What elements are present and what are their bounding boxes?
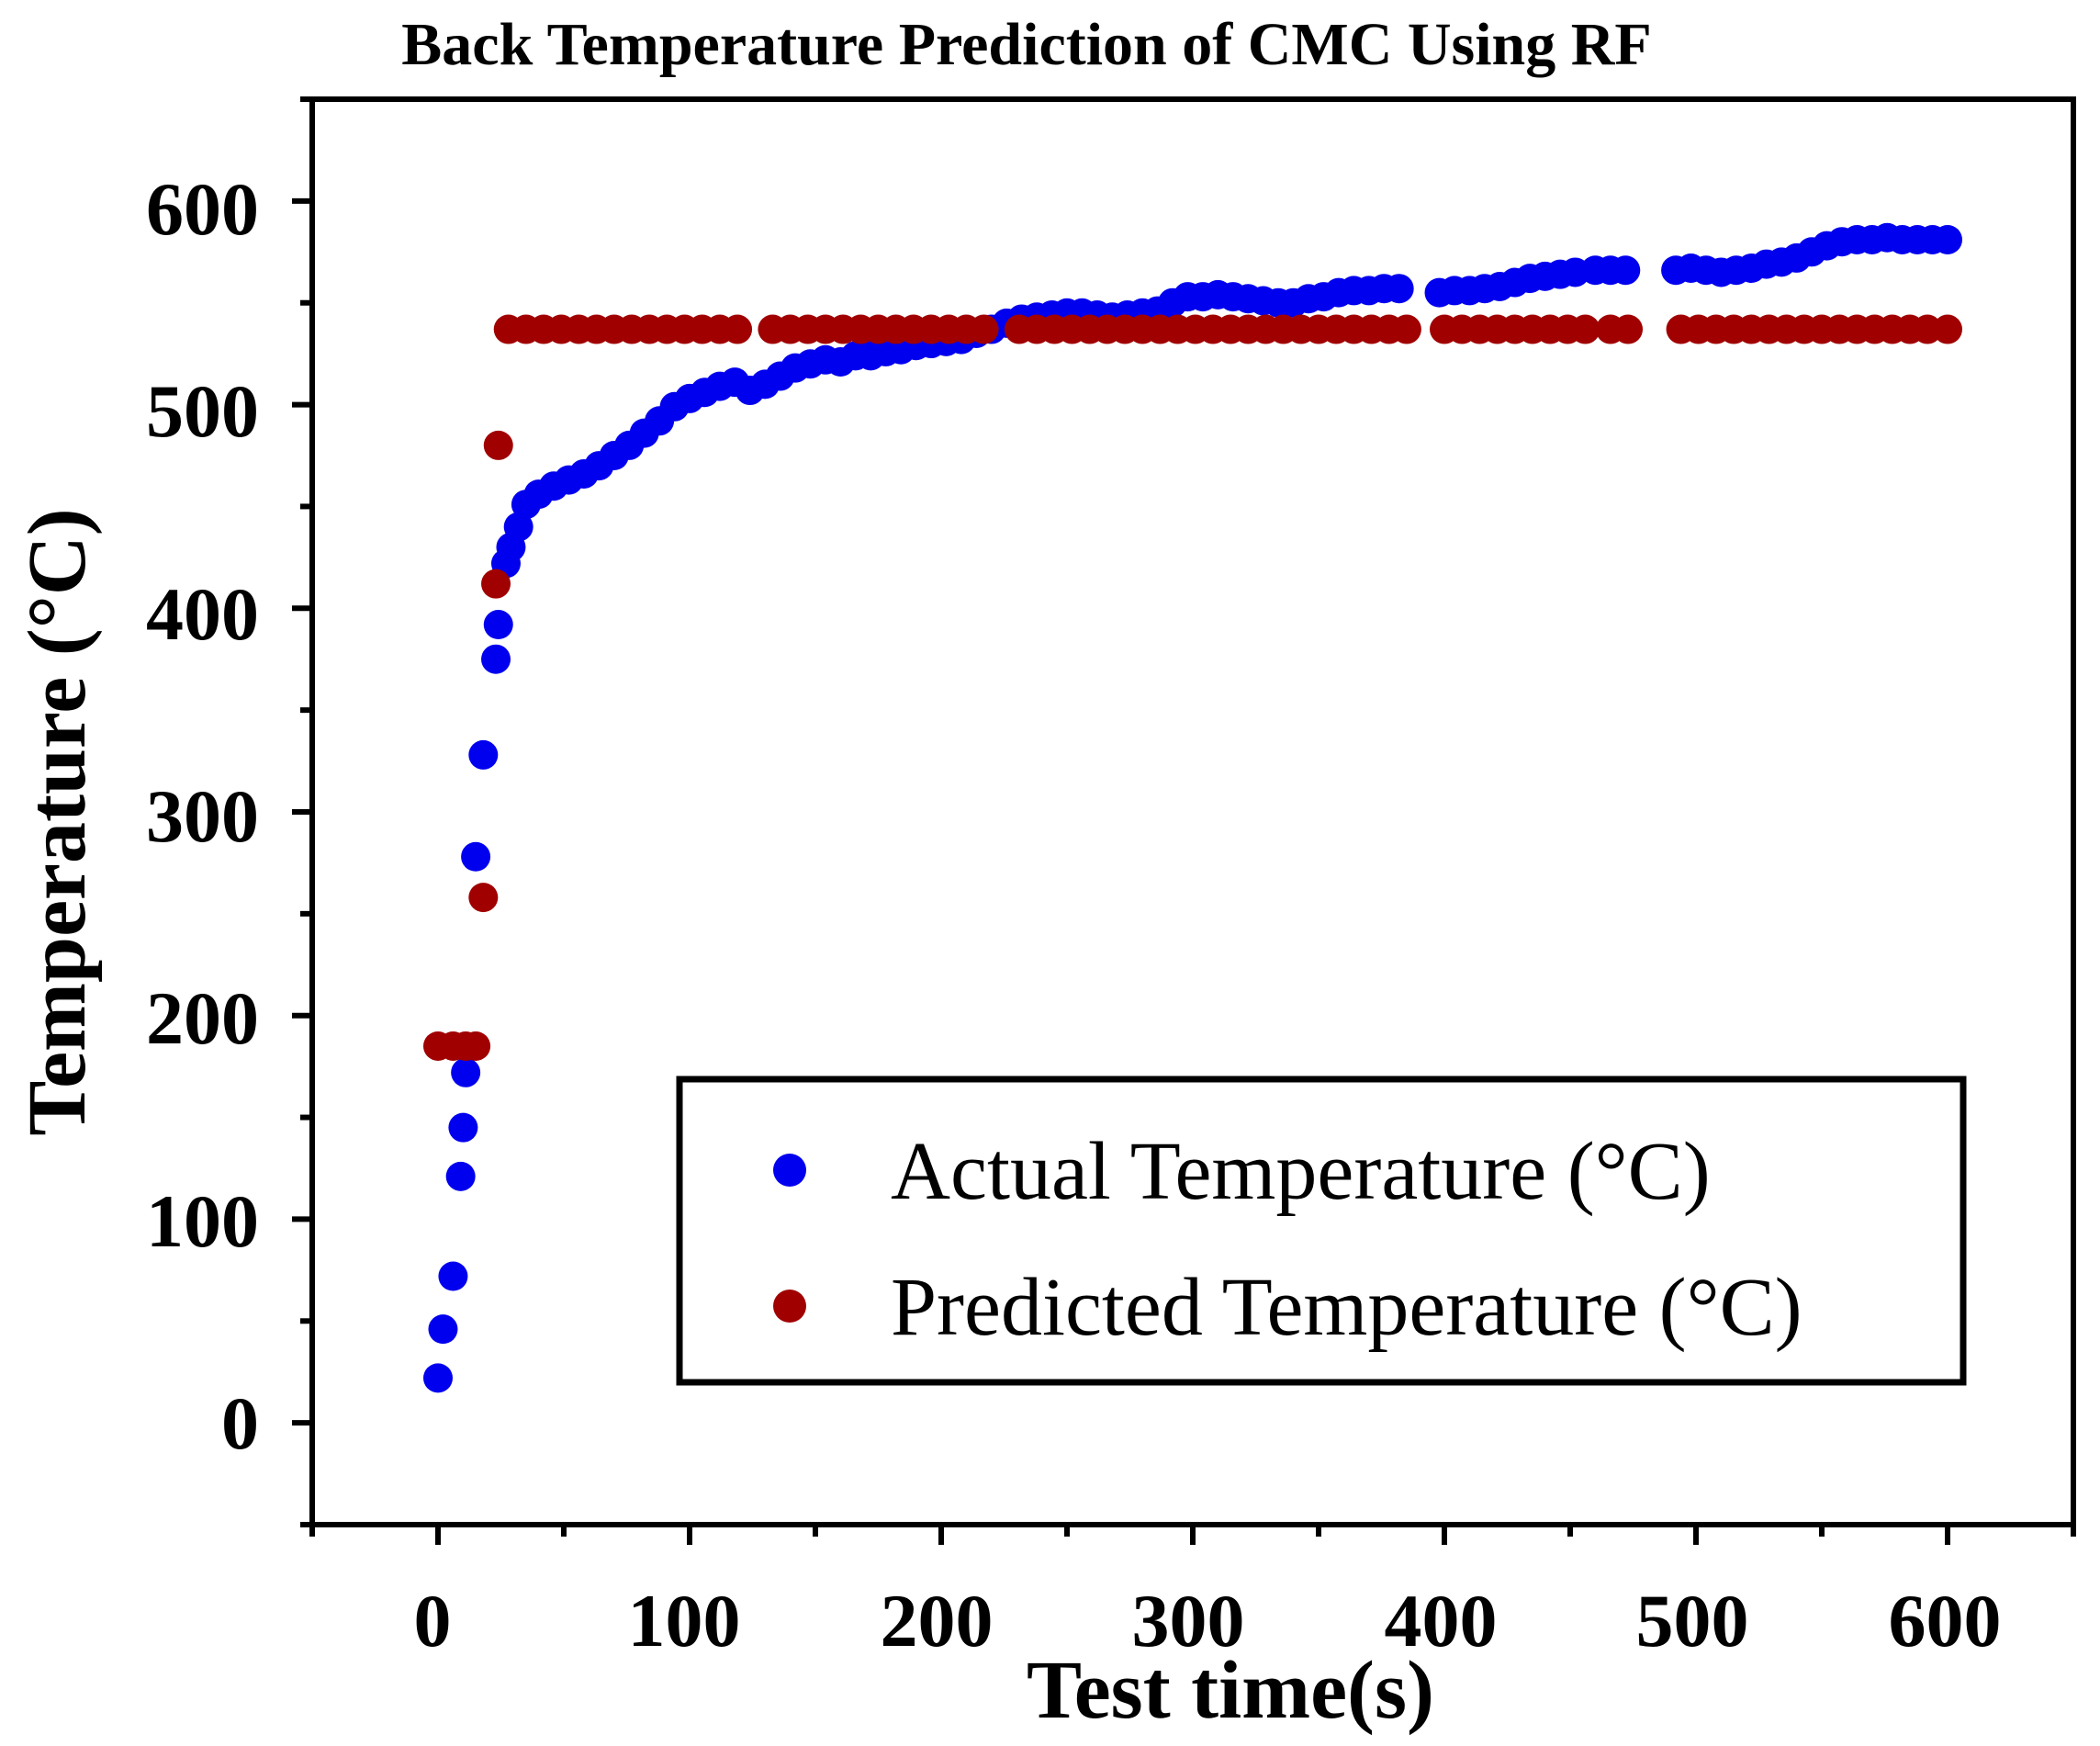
predicted-point	[481, 569, 511, 599]
actual-point	[428, 1314, 458, 1345]
predicted-point	[483, 430, 513, 460]
legend: Actual Temperature (°C) Predicted Temper…	[676, 1076, 1967, 1386]
x-tick-label-200: 200	[881, 1579, 994, 1662]
x-tick-label-600: 600	[1889, 1579, 2002, 1662]
predicted-point	[1933, 314, 1962, 344]
x-tick-label-500: 500	[1636, 1579, 1749, 1662]
actual-point	[1933, 224, 1962, 254]
predicted-point	[1613, 314, 1644, 344]
actual-point	[1384, 274, 1414, 304]
legend-marker-predicted	[773, 1290, 806, 1323]
predicted-point	[1570, 314, 1600, 344]
chart-title: Back Temperature Prediction of CMC Using…	[401, 11, 1651, 78]
legend-box	[676, 1076, 1967, 1386]
y-tick-label-0: 0	[221, 1381, 259, 1465]
predicted-point	[1913, 314, 1943, 344]
x-axis-title: Test time(s)	[1027, 1645, 1434, 1736]
y-tick-label-500: 500	[146, 369, 259, 453]
y-axis-title: Temperature (°C)	[12, 508, 103, 1135]
legend-label-actual: Actual Temperature (°C)	[891, 1126, 1711, 1217]
predicted-point	[461, 1031, 491, 1061]
x-tick-label-400: 400	[1385, 1579, 1498, 1662]
series-predicted	[423, 314, 1962, 1061]
x-tick-label-300: 300	[1132, 1579, 1245, 1662]
legend-marker-actual	[773, 1154, 806, 1187]
y-axis-ticks	[292, 96, 312, 1527]
actual-point	[461, 841, 491, 872]
predicted-point	[969, 314, 999, 344]
predicted-point	[1391, 314, 1421, 344]
actual-point	[503, 512, 533, 542]
x-tick-label-100: 100	[628, 1579, 741, 1662]
legend-label-predicted: Predicted Temperature (°C)	[891, 1262, 1802, 1353]
actual-point	[1611, 255, 1641, 286]
actual-point	[438, 1261, 468, 1291]
actual-point	[451, 1057, 481, 1087]
y-tick-label-100: 100	[146, 1179, 259, 1263]
series-actual	[423, 222, 1962, 1393]
actual-point	[423, 1363, 453, 1393]
actual-point	[481, 644, 511, 674]
y-tick-label-400: 400	[146, 572, 259, 656]
actual-point	[448, 1112, 478, 1143]
x-tick-label-0: 0	[414, 1579, 452, 1662]
x-axis-ticks	[309, 1525, 2076, 1545]
y-tick-label-300: 300	[146, 774, 259, 858]
actual-point	[483, 610, 513, 640]
y-tick-label-600: 600	[146, 167, 259, 251]
actual-point	[445, 1161, 476, 1191]
y-tick-label-200: 200	[146, 976, 259, 1060]
predicted-point	[468, 883, 499, 913]
predicted-point	[723, 314, 753, 344]
actual-point	[468, 739, 499, 770]
